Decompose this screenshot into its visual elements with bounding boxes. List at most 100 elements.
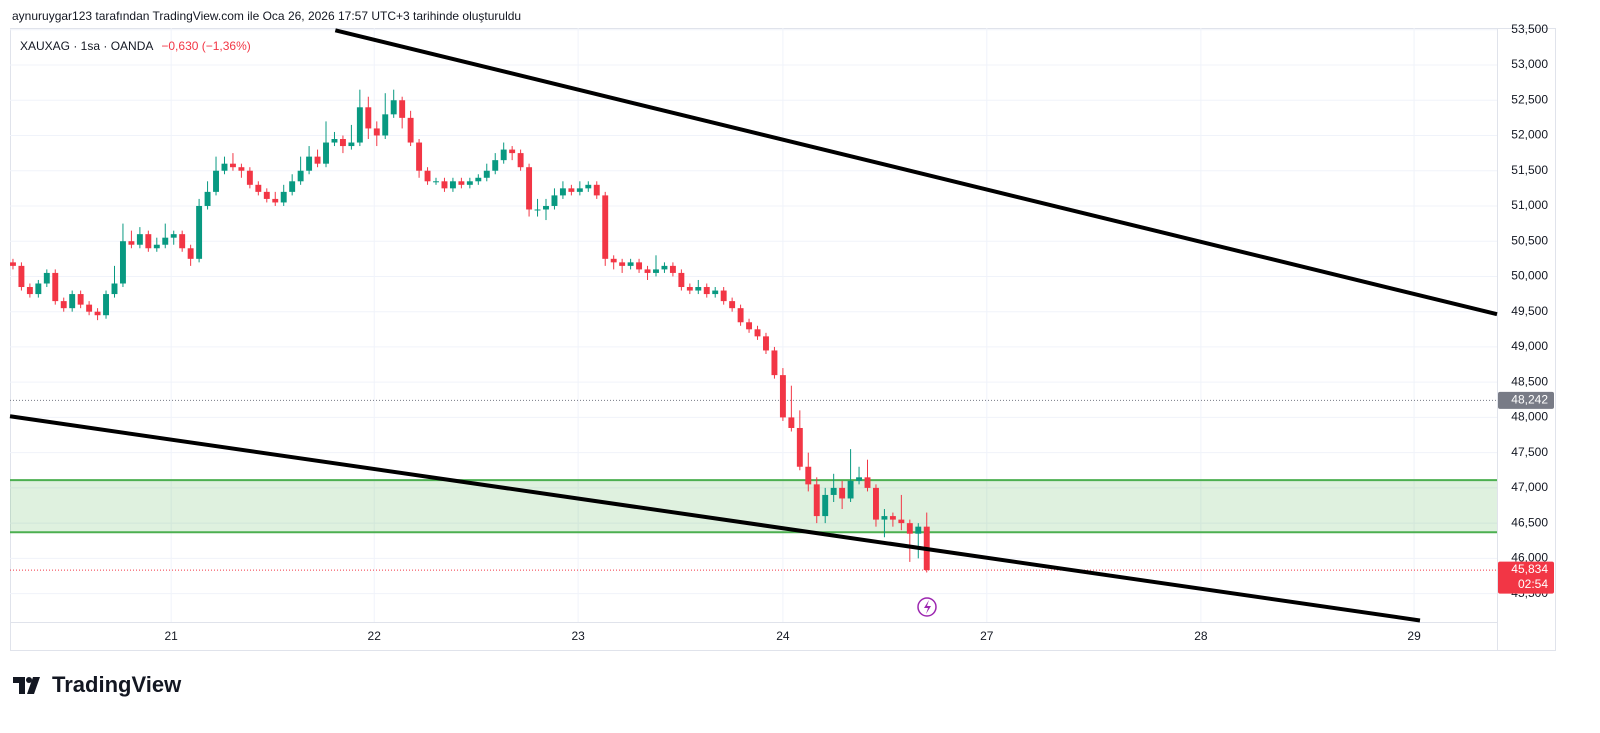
candle-body — [475, 177, 482, 182]
candle-body — [559, 188, 566, 196]
candle-body — [407, 117, 414, 143]
lightning-icon — [917, 597, 937, 617]
candle-body — [246, 170, 253, 185]
candle-body — [500, 149, 507, 161]
candle-body — [771, 350, 778, 376]
y-tick-label: 49,500 — [1511, 304, 1548, 318]
candle-body — [585, 184, 592, 189]
y-tick-label: 47,000 — [1511, 480, 1548, 494]
candle-body — [323, 142, 329, 164]
x-tick-label: 24 — [776, 629, 790, 643]
y-tick-label: 48,000 — [1511, 410, 1548, 424]
candle-body — [331, 139, 338, 143]
candle-body — [627, 262, 634, 266]
candle-body — [263, 191, 270, 199]
candle-body — [289, 181, 296, 192]
candle-body — [822, 494, 829, 517]
candle-body — [813, 484, 820, 517]
y-tick-label: 48,500 — [1511, 374, 1548, 388]
candle-body — [796, 427, 803, 467]
candle-body — [382, 114, 389, 136]
candle-body — [856, 477, 863, 481]
candle-body — [94, 311, 101, 316]
candle-body — [204, 191, 211, 206]
candle-body — [43, 272, 50, 284]
y-tick-label: 46,000 — [1511, 551, 1548, 565]
candle-body — [712, 290, 719, 295]
candle-body — [60, 301, 67, 309]
candle-body — [399, 100, 406, 118]
countdown: 02:54 — [1518, 577, 1548, 591]
candle-body — [449, 181, 456, 189]
candle-body — [678, 272, 685, 288]
x-tick-label: 21 — [165, 629, 179, 643]
header: aynuruygar123 tarafından TradingView.com… — [12, 9, 521, 23]
candle-body — [136, 234, 143, 245]
candle-body — [77, 294, 84, 305]
y-tick-label: 47,500 — [1511, 445, 1548, 459]
candle-body — [763, 336, 769, 351]
candle-body — [686, 287, 693, 291]
candle-body — [255, 184, 262, 192]
candle-body — [881, 516, 888, 520]
candle-body — [441, 181, 448, 189]
candle-body — [356, 107, 363, 143]
candle-body — [551, 195, 558, 206]
candle-body — [179, 234, 186, 249]
price-label-box — [1498, 561, 1554, 594]
candle-body — [889, 516, 896, 520]
candle-body — [695, 287, 702, 291]
candle-body — [103, 294, 109, 316]
candle-body — [873, 487, 879, 520]
x-tick-label: 22 — [368, 629, 382, 643]
candle-body — [170, 234, 177, 238]
candle-body — [830, 487, 837, 495]
candle-body — [644, 269, 651, 273]
candle-body — [746, 322, 753, 330]
candle-body — [720, 290, 727, 302]
candle-body — [314, 156, 321, 164]
price-label-box — [1498, 391, 1554, 409]
x-tick-label: 28 — [1194, 629, 1208, 643]
candle-body — [661, 265, 668, 270]
candle-body — [111, 283, 118, 295]
candle-body — [576, 188, 583, 192]
candle-body — [754, 329, 761, 337]
x-tick-label: 27 — [980, 629, 994, 643]
y-tick-label: 49,000 — [1511, 339, 1548, 353]
candle-body — [898, 519, 905, 524]
candle-body — [669, 265, 676, 273]
y-tick-label: 50,500 — [1511, 233, 1548, 247]
candle-body — [86, 304, 93, 312]
candle-body — [906, 523, 913, 534]
candle-body — [196, 205, 203, 259]
candle-body — [568, 188, 575, 192]
candle-body — [864, 477, 871, 488]
candle-body — [737, 308, 744, 323]
candle-body — [306, 156, 313, 171]
y-tick-label: 51,500 — [1511, 163, 1548, 177]
price-label: 45,834 — [1511, 562, 1548, 576]
candle-body — [238, 167, 245, 171]
x-tick-label: 29 — [1407, 629, 1421, 643]
brand: TradingView — [52, 672, 182, 697]
candle-body — [373, 128, 380, 136]
candle-body — [847, 480, 854, 499]
candle-body — [145, 234, 152, 249]
candle-body — [424, 170, 431, 182]
logo — [13, 677, 40, 694]
candle-body — [69, 294, 76, 309]
candle-body — [18, 265, 25, 288]
symbol: XAUXAG · 1sa · OANDA — [20, 39, 153, 53]
trend-line — [334, 28, 1498, 317]
candle-body — [839, 487, 846, 499]
candle-body — [187, 248, 194, 259]
candle-body — [593, 184, 600, 196]
y-tick-label: 52,000 — [1511, 128, 1548, 142]
candle-body — [779, 375, 786, 418]
y-tick-label: 46,500 — [1511, 515, 1548, 529]
candle-body — [543, 205, 549, 210]
y-tick-label: 51,000 — [1511, 198, 1548, 212]
candle-body — [272, 198, 279, 203]
